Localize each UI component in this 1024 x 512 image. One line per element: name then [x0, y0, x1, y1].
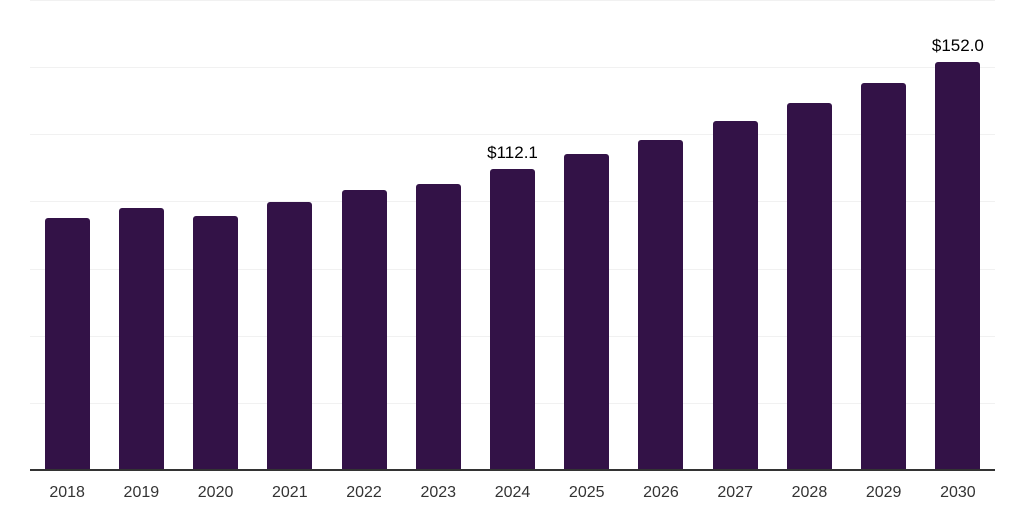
bar-2022 — [341, 190, 387, 470]
x-tick-2025: 2025 — [568, 484, 605, 501]
x-tick-2020: 2020 — [197, 484, 234, 501]
bar-2019 — [118, 207, 164, 470]
bar-2021 — [267, 201, 313, 470]
x-tick-2024: 2024 — [494, 484, 531, 501]
x-tick-2026: 2026 — [643, 484, 679, 501]
gridline-125 — [30, 134, 995, 136]
value-label-2030: $152.0 — [931, 35, 984, 55]
x-tick-2027: 2027 — [717, 484, 753, 501]
gridline-150 — [30, 67, 995, 69]
bar-2029 — [861, 82, 907, 470]
bar-2020 — [193, 215, 239, 470]
gridline-175 — [30, 0, 995, 1]
bar-2025 — [564, 154, 610, 470]
bar-2030 — [935, 61, 981, 470]
bar-2028 — [786, 103, 832, 470]
x-tick-2018: 2018 — [49, 484, 85, 501]
bar-2027 — [712, 120, 758, 470]
x-axis-line — [30, 469, 995, 471]
bar-2024 — [490, 168, 535, 470]
bar-2026 — [638, 139, 684, 470]
x-tick-2021: 2021 — [272, 484, 308, 501]
x-tick-2028: 2028 — [791, 484, 828, 501]
x-tick-2019: 2019 — [123, 484, 160, 501]
bar-2023 — [415, 183, 461, 470]
x-tick-2030: 2030 — [940, 484, 976, 501]
x-tick-2022: 2022 — [346, 484, 382, 501]
x-tick-2023: 2023 — [420, 484, 457, 501]
x-tick-2029: 2029 — [865, 484, 902, 501]
value-label-2024: $112.1 — [487, 142, 538, 162]
bar-2018 — [44, 217, 90, 470]
plot-area: $112.1 $152.0 — [30, 0, 995, 471]
